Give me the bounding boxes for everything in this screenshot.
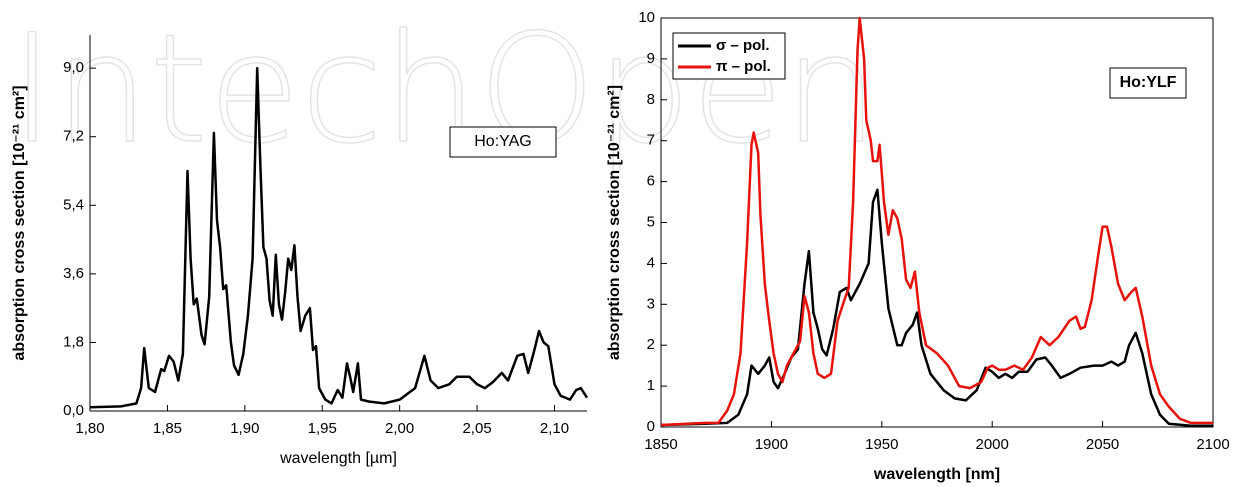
y-tick-label: 1 xyxy=(647,377,655,394)
data-line xyxy=(660,16,1213,427)
y-tick-label: 4 xyxy=(647,254,655,271)
watermark: IntechOpen xyxy=(10,3,879,177)
y-axis-label: absorption cross section [10⁻²¹ cm²] xyxy=(606,85,623,360)
x-tick-label: 2,00 xyxy=(385,420,414,437)
y-tick-label: 0 xyxy=(647,418,655,435)
annotation-box xyxy=(1109,67,1187,99)
y-tick-label: 1,8 xyxy=(63,333,84,350)
y-tick-label: 8 xyxy=(647,91,655,108)
x-tick-label: 1,95 xyxy=(308,420,337,437)
y-tick-label: 2 xyxy=(647,336,655,353)
y-tick-label: 10 xyxy=(638,9,655,26)
x-tick-label: 1,80 xyxy=(75,420,104,437)
legend-label: π – pol. xyxy=(716,58,771,75)
x-tick-label: 1950 xyxy=(865,436,898,453)
y-tick-label: 5,4 xyxy=(63,196,84,213)
legend-label: σ – pol. xyxy=(716,37,770,54)
legend-box xyxy=(672,32,786,80)
annotation-box xyxy=(449,126,557,158)
x-tick-label: 2100 xyxy=(1196,436,1229,453)
y-tick-label: 6 xyxy=(647,173,655,190)
x-axis-label: wavelength [µm] xyxy=(279,450,397,467)
x-tick-label: 2050 xyxy=(1086,436,1119,453)
y-tick-label: 7 xyxy=(647,132,655,149)
data-line xyxy=(89,66,589,409)
y-axis-label: absorption cross section [10⁻²¹ cm²] xyxy=(11,85,28,360)
x-tick-label: 2,05 xyxy=(462,420,491,437)
y-tick-label: 3,6 xyxy=(63,265,84,282)
y-tick-label: 9,0 xyxy=(63,59,84,76)
x-tick-label: 1,85 xyxy=(153,420,182,437)
annotation: Ho:YLF xyxy=(1120,74,1177,91)
x-axis-label: wavelength [nm] xyxy=(873,466,1000,483)
x-tick-label: 2,10 xyxy=(540,420,569,437)
x-tick-label: 1,90 xyxy=(230,420,259,437)
y-tick-label: 0,0 xyxy=(63,402,84,419)
annotation: Ho:YAG xyxy=(474,133,532,150)
x-tick-label: 1900 xyxy=(755,436,788,453)
y-tick-label: 7,2 xyxy=(63,128,84,145)
y-tick-label: 3 xyxy=(647,295,655,312)
y-tick-label: 9 xyxy=(647,50,655,67)
x-tick-label: 1850 xyxy=(644,436,677,453)
x-tick-label: 2000 xyxy=(976,436,1009,453)
y-tick-label: 5 xyxy=(647,213,655,230)
